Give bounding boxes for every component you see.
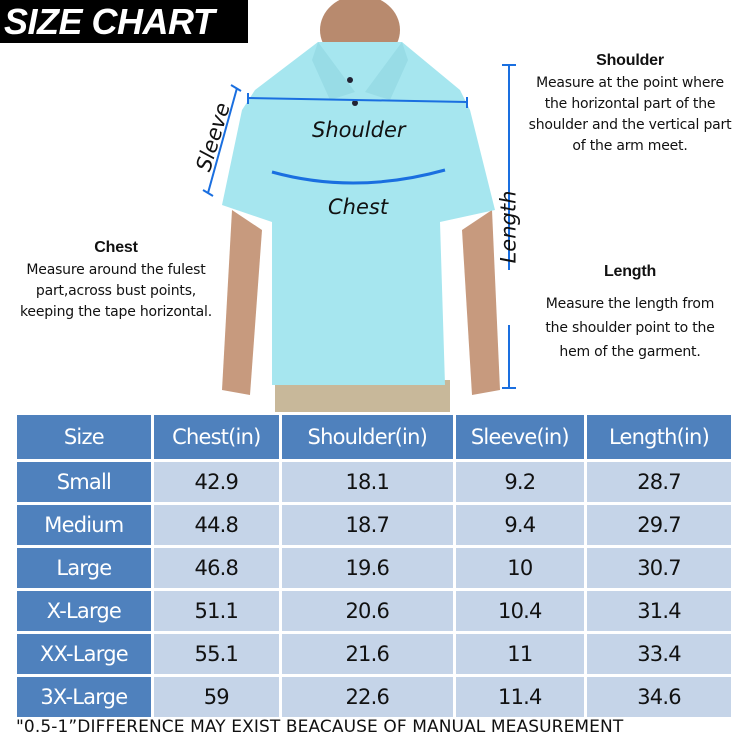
shoulder-label: Shoulder	[312, 118, 406, 142]
value-cell: 34.6	[586, 677, 731, 717]
header-chest: Chest(in)	[153, 415, 279, 459]
value-cell: 42.9	[153, 462, 279, 502]
table-row: Small 42.9 18.1 9.2 28.7	[17, 462, 731, 502]
value-cell: 30.7	[586, 548, 731, 588]
measurement-note: "0.5-1”DIFFERENCE MAY EXIST BEACAUSE OF …	[16, 717, 624, 737]
table-header-row: Size Chest(in) Shoulder(in) Sleeve(in) L…	[17, 415, 731, 459]
value-cell: 11.4	[455, 677, 584, 717]
chest-label: Chest	[328, 195, 389, 219]
desc-line: Measure around the fulest	[26, 262, 206, 278]
value-cell: 9.4	[455, 505, 584, 545]
chest-heading: Chest	[94, 239, 138, 256]
value-cell: 59	[153, 677, 279, 717]
table-row: 3X-Large 59 22.6 11.4 34.6	[17, 677, 731, 717]
value-cell: 18.7	[281, 505, 453, 545]
size-cell: X-Large	[17, 591, 151, 631]
desc-line: shoulder and the vertical part	[528, 117, 732, 133]
value-cell: 9.2	[455, 462, 584, 502]
header-sleeve: Sleeve(in)	[455, 415, 584, 459]
table-row: X-Large 51.1 20.6 10.4 31.4	[17, 591, 731, 631]
header-length: Length(in)	[586, 415, 731, 459]
measure-lines	[202, 64, 516, 389]
desc-line: hem of the garment.	[559, 344, 701, 360]
value-cell: 51.1	[153, 591, 279, 631]
value-cell: 55.1	[153, 634, 279, 674]
table-row: Large 46.8 19.6 10 30.7	[17, 548, 731, 588]
left-arm	[222, 210, 262, 395]
length-label: Length	[496, 190, 521, 264]
desc-line: the shoulder point to the	[545, 320, 715, 336]
table-row: Medium 44.8 18.7 9.4 29.7	[17, 505, 731, 545]
shirt	[222, 42, 495, 385]
value-cell: 31.4	[586, 591, 731, 631]
pants	[275, 380, 450, 412]
size-chart-title: SIZE CHART	[0, 0, 248, 43]
shoulder-description: Shoulder Measure at the point where the …	[508, 50, 750, 157]
table-row: XX-Large 55.1 21.6 11 33.4	[17, 634, 731, 674]
value-cell: 11	[455, 634, 584, 674]
length-description: Length Measure the length from the shoul…	[515, 261, 745, 364]
value-cell: 21.6	[281, 634, 453, 674]
value-cell: 33.4	[586, 634, 731, 674]
desc-line: part,across bust points,	[35, 283, 197, 299]
value-cell: 46.8	[153, 548, 279, 588]
size-cell: Medium	[17, 505, 151, 545]
header-size: Size	[17, 415, 151, 459]
shoulder-heading: Shoulder	[596, 52, 664, 69]
desc-line: Measure the length from	[545, 296, 715, 312]
size-cell: 3X-Large	[17, 677, 151, 717]
desc-line: of the arm meet.	[572, 138, 688, 154]
header-shoulder: Shoulder(in)	[281, 415, 453, 459]
value-cell: 10.4	[455, 591, 584, 631]
value-cell: 10	[455, 548, 584, 588]
size-cell: XX-Large	[17, 634, 151, 674]
value-cell: 44.8	[153, 505, 279, 545]
desc-line: the horizontal part of the	[544, 96, 716, 112]
desc-line: keeping the tape horizontal.	[20, 304, 212, 320]
shirt-illustration	[202, 0, 516, 412]
desc-line: Measure at the point where	[536, 75, 724, 91]
length-heading: Length	[603, 263, 657, 280]
chest-description: Chest Measure around the fulest part,acr…	[0, 237, 232, 323]
value-cell: 20.6	[281, 591, 453, 631]
size-cell: Small	[17, 462, 151, 502]
value-cell: 22.6	[281, 677, 453, 717]
right-arm	[462, 210, 500, 395]
value-cell: 29.7	[586, 505, 731, 545]
size-table: Size Chest(in) Shoulder(in) Sleeve(in) L…	[14, 412, 734, 720]
value-cell: 28.7	[586, 462, 731, 502]
size-cell: Large	[17, 548, 151, 588]
value-cell: 19.6	[281, 548, 453, 588]
value-cell: 18.1	[281, 462, 453, 502]
